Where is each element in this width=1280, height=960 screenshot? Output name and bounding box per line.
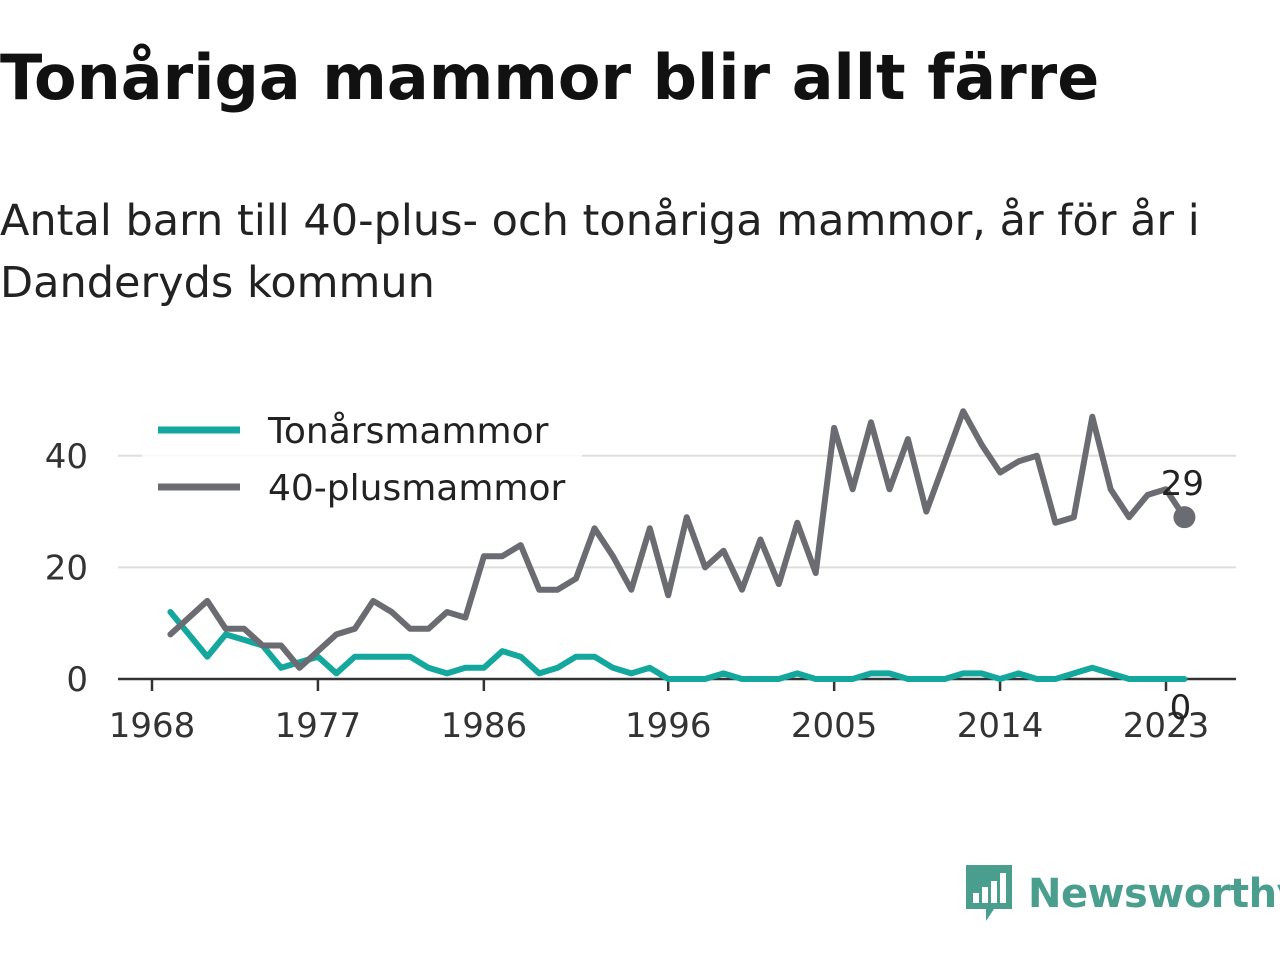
legend-label-1: 40-plusmammor	[268, 468, 566, 509]
x-tick-label-1986: 1986	[441, 706, 528, 746]
x-axis: 1968 1977 1986 1996 2005 2014 2023	[109, 677, 1236, 746]
x-tick-label-1977: 1977	[275, 706, 362, 746]
end-labels: 0 29	[1161, 464, 1204, 728]
x-tick-label-2005: 2005	[791, 706, 878, 746]
x-tick-label-2014: 2014	[957, 706, 1044, 746]
x-tick-label-1968: 1968	[109, 706, 196, 746]
y-axis-ticks: 0 20 40	[45, 437, 88, 700]
chart-title: Tonåriga mammor blir allt färre	[0, 41, 1100, 114]
series-line-0	[167, 609, 1188, 682]
newsworthy-brand: Newsworthy	[964, 862, 1280, 926]
brand-name: Newsworthy	[1028, 871, 1280, 917]
y-tick-label-20: 20	[45, 548, 88, 588]
end-label-1: 29	[1161, 464, 1204, 504]
legend-label-0: Tonårsmammor	[267, 411, 549, 452]
x-tick-label-2023: 2023	[1123, 706, 1210, 746]
legend-background	[142, 398, 582, 516]
end-point-1	[1173, 506, 1196, 529]
y-tick-label-0: 0	[66, 660, 88, 700]
end-label-0: 0	[1170, 688, 1192, 728]
series-line-1	[167, 408, 1188, 671]
newsworthy-logo-icon	[966, 865, 1012, 921]
chart-subtitle: Antal barn till 40-plus- och tonåriga ma…	[0, 196, 1200, 308]
y-tick-label-40: 40	[45, 437, 88, 477]
series-lines	[167, 408, 1196, 682]
legend: Tonårsmammor 40-plusmammor	[142, 398, 582, 516]
x-tick-label-1996: 1996	[625, 706, 712, 746]
